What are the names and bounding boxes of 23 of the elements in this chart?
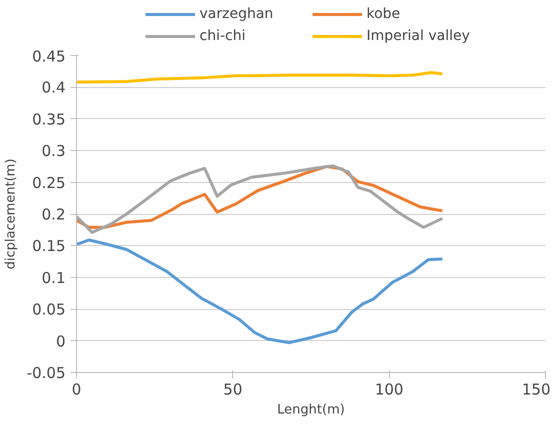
y-tick-label: 0.4 <box>42 78 66 97</box>
y-axis-title: dicplacement(m) <box>4 158 19 270</box>
x-tick-label: 50 <box>223 380 242 398</box>
x-axis-title: Lenght(m) <box>277 402 345 418</box>
y-tick-label: 0 <box>56 332 66 350</box>
x-tick-label: 0 <box>72 380 82 398</box>
x-tick-label: 150 <box>522 380 551 398</box>
legend-label: varzeghan <box>200 6 274 22</box>
y-tick-label: 0.1 <box>42 268 66 287</box>
y-tick-label: 0.35 <box>32 110 66 128</box>
legend-label: kobe <box>366 6 402 22</box>
line-series <box>76 238 444 344</box>
line-series <box>76 71 444 84</box>
y-tick-label: 0.15 <box>32 237 66 256</box>
y-tick-label: 0.3 <box>42 142 66 160</box>
legend-label: chi-chi <box>200 28 246 44</box>
x-tick-label: 100 <box>374 380 404 398</box>
y-tick-label: 0.05 <box>32 300 66 319</box>
y-tick-label: -0.05 <box>26 364 66 382</box>
y-tick-label: 0.25 <box>32 174 66 192</box>
y-tick-label: 0.45 <box>32 48 66 66</box>
legend-label: Imperial valley <box>366 28 471 44</box>
y-tick-label: 0.2 <box>42 206 66 224</box>
